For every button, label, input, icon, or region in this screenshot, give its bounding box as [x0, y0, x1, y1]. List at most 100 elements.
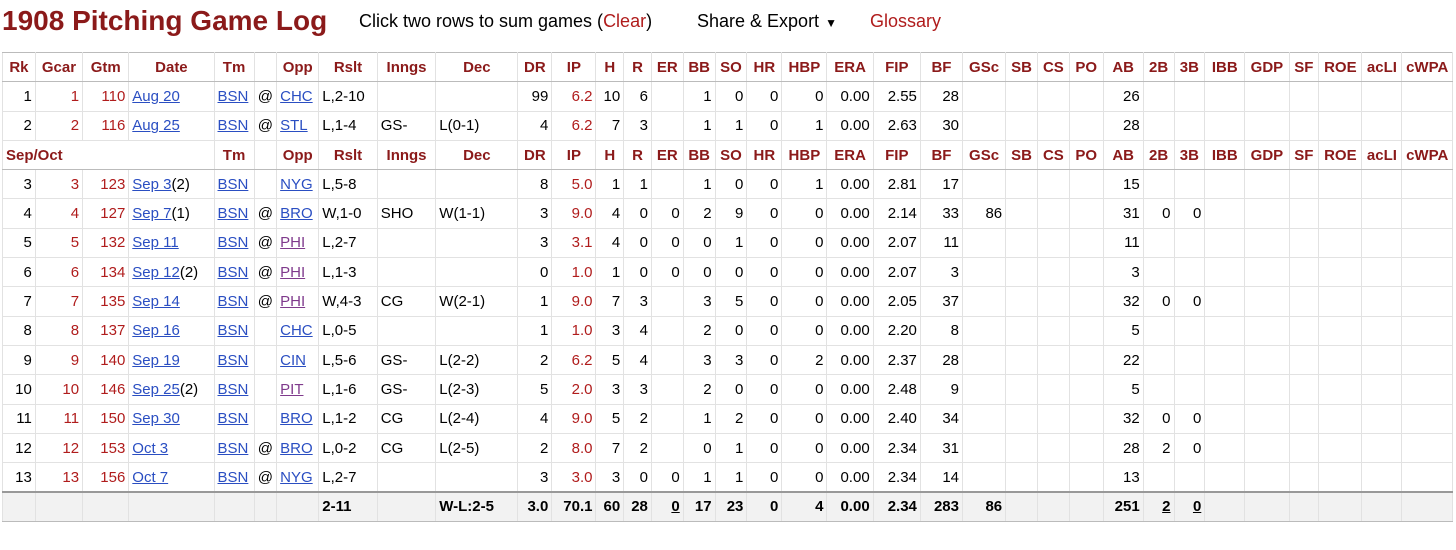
date-link[interactable]: Oct 3: [132, 439, 169, 457]
team-link[interactable]: BSN: [217, 263, 249, 281]
share-export-menu[interactable]: Share & Export ▼: [697, 11, 837, 32]
table-row[interactable]: 6 6 134 Sep 12(2) BSN @ PHI L,1-3 0 1.0 1 0 0 0 0 0 0 0.0…: [2, 257, 1453, 288]
team-link[interactable]: BSN: [217, 175, 249, 193]
column-header-gcar[interactable]: Gcar: [34, 51, 84, 83]
team-link[interactable]: BSN: [217, 439, 249, 457]
column-header-h[interactable]: H: [595, 51, 625, 83]
column-header-gtm[interactable]: Gtm: [82, 51, 130, 83]
column-header-hr[interactable]: HR: [746, 139, 783, 171]
column-header-hr[interactable]: HR: [746, 51, 783, 83]
column-header-tm[interactable]: Tm: [213, 139, 255, 171]
column-header-dr[interactable]: DR: [517, 51, 553, 83]
table-row[interactable]: 13 13 156 Oct 7 BSN @ NYG L,2-7 3 3.0 3 0 0 1 1 0 0 0.00 2…: [2, 462, 1453, 493]
date-link[interactable]: Sep 30: [132, 410, 180, 428]
column-header-cwpa[interactable]: cWPA: [1401, 51, 1453, 83]
table-row[interactable]: 4 4 127 Sep 7(1) BSN @ BRO W,1-0 SHO W(1-1) 3 9.0 4 0…: [2, 198, 1453, 229]
column-header-gsc[interactable]: GSc: [961, 139, 1007, 171]
date-link[interactable]: Sep 19: [132, 351, 180, 369]
column-header-er[interactable]: ER: [650, 51, 684, 83]
column-header-po[interactable]: PO: [1068, 139, 1104, 171]
table-row[interactable]: 2 2 116 Aug 25 BSN @ STL L,1-4 GS- L(0-1) 4 6.2 7 3 1 1…: [2, 110, 1453, 141]
date-link[interactable]: Sep 11: [132, 234, 179, 252]
date-link[interactable]: Sep 7: [132, 205, 172, 223]
opponent-link[interactable]: PHI: [280, 234, 306, 252]
table-row[interactable]: 5 5 132 Sep 11 BSN @ PHI L,2-7 3 3.1 4 0 0 0 1 0 0 0.00 2.…: [2, 227, 1453, 259]
column-header-roe[interactable]: ROE: [1318, 139, 1363, 171]
column-header-rk[interactable]: Rk: [2, 51, 36, 83]
column-header-ip[interactable]: IP: [551, 139, 597, 171]
table-row[interactable]: 3 3 123 Sep 3(2) BSN NYG L,5-8 8 5.0 1 1 1 0 0 1 0.00 2.…: [2, 169, 1453, 200]
column-header-r[interactable]: R: [623, 51, 652, 83]
column-header-sf[interactable]: SF: [1288, 51, 1320, 83]
date-link[interactable]: Sep 25: [132, 380, 180, 398]
column-header-dec[interactable]: Dec: [435, 51, 519, 83]
column-header-home-away[interactable]: [253, 139, 278, 171]
clear-link[interactable]: Clear: [603, 11, 647, 31]
column-header-ip[interactable]: IP: [551, 51, 597, 83]
team-link[interactable]: BSN: [217, 410, 249, 428]
date-link[interactable]: Sep 16: [132, 322, 180, 340]
team-link[interactable]: BSN: [217, 234, 249, 252]
column-header-cs[interactable]: CS: [1036, 139, 1070, 171]
column-header-sb[interactable]: SB: [1005, 51, 1038, 83]
table-row[interactable]: 9 9 140 Sep 19 BSN CIN L,5-6 GS- L(2-2) 2 6.2 5 4 3 3 0…: [2, 344, 1453, 376]
column-header-gsc[interactable]: GSc: [961, 51, 1007, 83]
opponent-link[interactable]: BRO: [280, 205, 313, 223]
column-header-opp[interactable]: Opp: [276, 51, 320, 83]
column-header-era[interactable]: ERA: [826, 139, 874, 171]
column-header-roe[interactable]: ROE: [1318, 51, 1363, 83]
column-header-date[interactable]: Date: [128, 51, 215, 83]
column-header-acli[interactable]: acLI: [1361, 51, 1403, 83]
column-header-gdp[interactable]: GDP: [1244, 139, 1290, 171]
opponent-link[interactable]: PHI: [280, 293, 306, 311]
column-header-fip[interactable]: FIP: [872, 139, 921, 171]
opponent-link[interactable]: NYG: [280, 175, 313, 193]
total-b2-value[interactable]: 2: [1162, 498, 1171, 516]
table-row[interactable]: 10 10 146 Sep 25(2) BSN PIT L,1-6 GS- L(2-3) 5 2.0…: [2, 374, 1453, 405]
team-link[interactable]: BSN: [217, 117, 249, 135]
total-er-value[interactable]: 0: [671, 498, 680, 516]
table-row[interactable]: 7 7 135 Sep 14 BSN @ PHI W,4-3 CG W(2-1) 1 9.0 7 3 3 5 0…: [2, 286, 1453, 317]
opponent-link[interactable]: BRO: [280, 410, 313, 428]
date-link[interactable]: Aug 25: [132, 117, 180, 135]
column-header-po[interactable]: PO: [1068, 51, 1104, 83]
column-header-so[interactable]: SO: [714, 139, 748, 171]
column-header-er[interactable]: ER: [650, 139, 684, 171]
column-header-inngs[interactable]: Inngs: [376, 139, 437, 171]
column-header-rslt[interactable]: Rslt: [318, 51, 378, 83]
column-header-2b[interactable]: 2B: [1142, 139, 1175, 171]
total-b3-value[interactable]: 0: [1192, 498, 1202, 516]
column-header-bb[interactable]: BB: [682, 139, 716, 171]
column-header-rslt[interactable]: Rslt: [318, 139, 378, 171]
table-row[interactable]: 12 12 153 Oct 3 BSN @ BRO L,0-2 CG L(2-5) 2 8.0 7 2 0 1…: [2, 432, 1453, 464]
column-header-acli[interactable]: acLI: [1361, 139, 1403, 171]
column-header-sb[interactable]: SB: [1005, 139, 1038, 171]
column-header-home-away[interactable]: [253, 51, 278, 83]
table-row[interactable]: 1 1 110 Aug 20 BSN @ CHC L,2-10 99 6.2 10 6 1 0 0 0 0.00…: [2, 81, 1453, 112]
date-link[interactable]: Aug 20: [132, 87, 180, 105]
column-header-fip[interactable]: FIP: [872, 51, 921, 83]
opponent-link[interactable]: PHI: [280, 263, 306, 281]
column-header-ibb[interactable]: IBB: [1204, 51, 1246, 83]
team-link[interactable]: BSN: [217, 293, 249, 311]
date-link[interactable]: Sep 14: [132, 293, 180, 311]
date-link[interactable]: Sep 3: [132, 175, 172, 193]
column-header-tm[interactable]: Tm: [213, 51, 255, 83]
column-header-3b[interactable]: 3B: [1173, 51, 1206, 83]
column-header-dr[interactable]: DR: [517, 139, 553, 171]
opponent-link[interactable]: CIN: [280, 351, 306, 369]
column-header-so[interactable]: SO: [714, 51, 748, 83]
team-link[interactable]: BSN: [217, 351, 249, 369]
team-link[interactable]: BSN: [217, 322, 249, 340]
column-header-bf[interactable]: BF: [919, 139, 964, 171]
column-header-hbp[interactable]: HBP: [781, 139, 828, 171]
column-header-2b[interactable]: 2B: [1142, 51, 1175, 83]
column-header-gdp[interactable]: GDP: [1244, 51, 1290, 83]
column-header-ab[interactable]: AB: [1102, 139, 1144, 171]
column-header-bb[interactable]: BB: [682, 51, 716, 83]
column-header-ab[interactable]: AB: [1102, 51, 1144, 83]
column-header-ibb[interactable]: IBB: [1204, 139, 1246, 171]
opponent-link[interactable]: STL: [280, 117, 308, 135]
team-link[interactable]: BSN: [217, 380, 249, 398]
column-header-h[interactable]: H: [595, 139, 625, 171]
